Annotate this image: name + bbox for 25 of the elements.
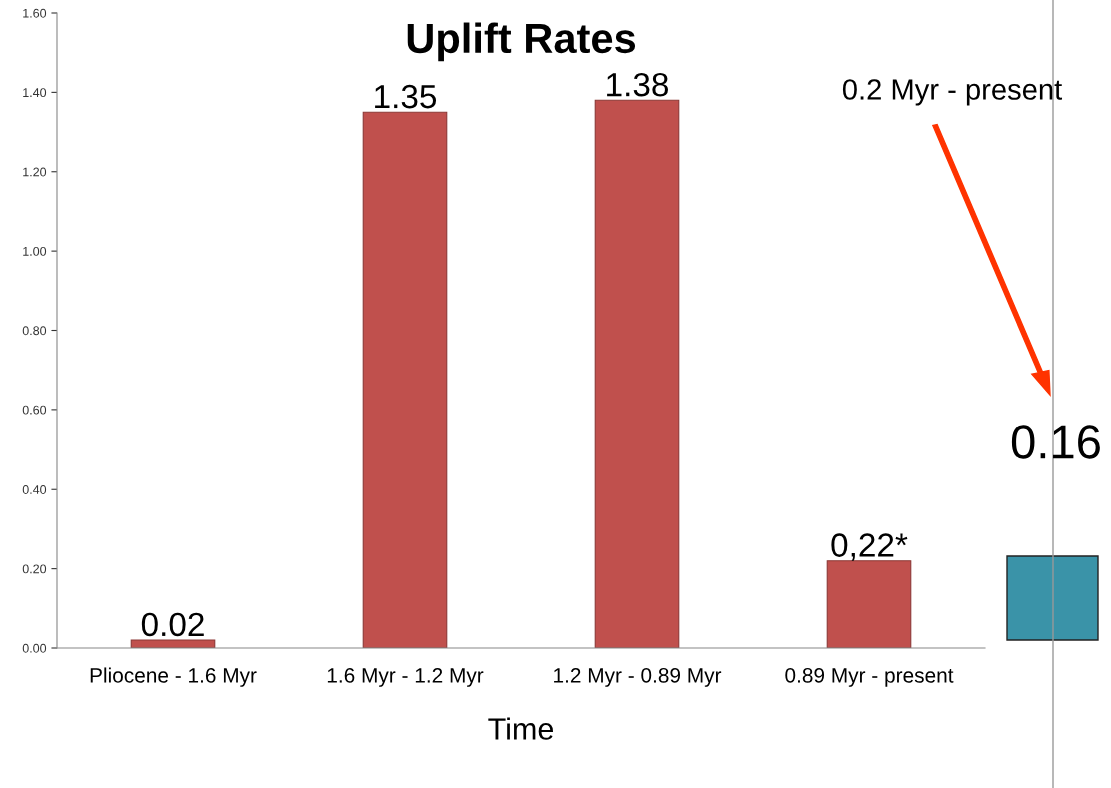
data-label: 1.38 [607, 72, 668, 97]
bar [594, 99, 680, 648]
x-tick-label: Pliocene - 1.6 Myr [90, 667, 257, 687]
annotation: 0.2 Myr - present [842, 79, 1063, 106]
bar [130, 639, 216, 648]
data-label: 1.35 [375, 84, 437, 109]
y-tick-label: 0.80 [22, 326, 47, 336]
bar [362, 111, 448, 648]
bar [826, 560, 912, 648]
text: 0.16 [1011, 425, 1100, 459]
x-tick-label: 1.2 Myr - 0.89 Myr [554, 667, 722, 687]
x-axis-title: Time [488, 717, 554, 740]
y-tick-label: 1.20 [23, 167, 47, 177]
y-tick-label: 0.20 [22, 564, 47, 574]
data-label: 0.02 [141, 612, 204, 637]
data-label: 0,22* [831, 533, 908, 561]
x-tick-label: 0.89 Myr - present [785, 667, 954, 687]
y-tick-label: 1.40 [23, 88, 47, 98]
x-tick-label: 1.6 Myr - 1.2 Myr [327, 667, 484, 687]
chart-title: Uplift Rates [407, 22, 636, 62]
y-tick-label: 1.00 [23, 246, 47, 256]
y-tick-label: 1.60 [23, 8, 47, 18]
y-tick-label: 0.00 [22, 643, 47, 653]
y-tick-label: 0.40 [22, 485, 47, 494]
y-tick-label: 0.60 [22, 405, 47, 415]
